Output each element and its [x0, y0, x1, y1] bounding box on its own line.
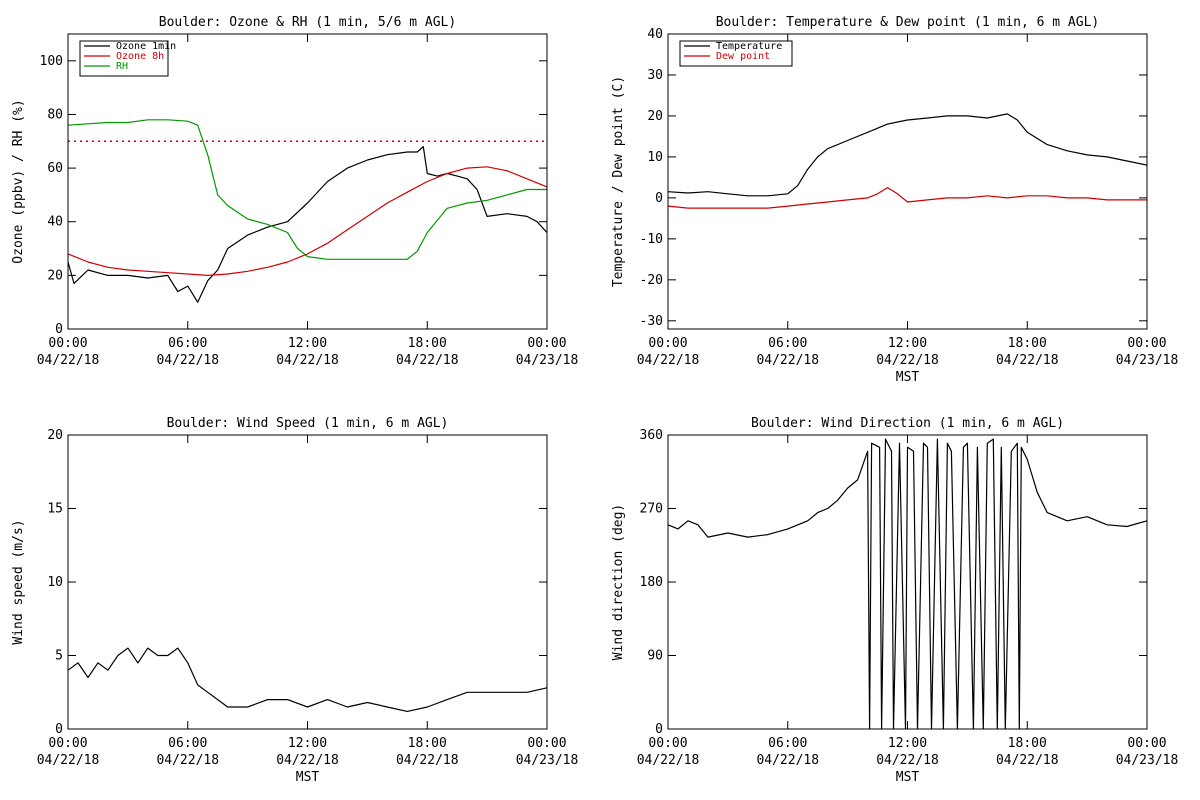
x-tick-date: 04/22/18: [396, 753, 459, 768]
x-tick-time: 00:00: [648, 736, 687, 751]
chart-title: Boulder: Wind Speed (1 min, 6 m AGL): [167, 416, 449, 431]
x-tick-time: 18:00: [1008, 736, 1047, 751]
x-axis-label: MST: [896, 370, 920, 385]
x-tick-date: 04/22/18: [396, 353, 459, 368]
x-tick-time: 06:00: [168, 736, 207, 751]
x-tick-date: 04/22/18: [876, 353, 939, 368]
x-tick-time: 00:00: [48, 736, 87, 751]
chart-title: Boulder: Wind Direction (1 min, 6 m AGL): [751, 416, 1064, 431]
y-tick-label: 90: [647, 649, 663, 664]
legend-label: Ozone 8h: [116, 51, 164, 62]
y-tick-label: 80: [47, 107, 63, 122]
y-tick-label: 40: [647, 27, 663, 42]
series-line-s0: [667, 438, 1148, 730]
y-tick-label: 0: [55, 722, 63, 737]
x-tick-date: 04/22/18: [756, 753, 819, 768]
x-tick-time: 18:00: [1008, 336, 1047, 351]
y-tick-label: 20: [47, 268, 63, 283]
legend-label: RH: [116, 61, 128, 72]
chart-temp_dew: Boulder: Temperature & Dew point (1 min,…: [611, 15, 1178, 385]
y-tick-label: 10: [47, 575, 63, 590]
y-tick-label: 60: [47, 161, 63, 176]
y-axis-label: Wind direction (deg): [611, 504, 626, 661]
series-line-ozone-1min: [67, 146, 548, 303]
chart-wind_speed: Boulder: Wind Speed (1 min, 6 m AGL) 0 5 10…: [11, 416, 578, 785]
series-line-s0: [67, 647, 548, 713]
x-tick-date: 04/22/18: [37, 353, 100, 368]
plot-frame: [67, 33, 548, 330]
y-axis-label: Wind speed (m/s): [11, 519, 26, 644]
x-tick-date: 04/22/18: [637, 353, 700, 368]
y-tick-label: 5: [55, 649, 63, 664]
series-line-rh: [67, 119, 547, 260]
x-tick-time: 00:00: [48, 336, 87, 351]
x-tick-date: 04/23/18: [516, 753, 579, 768]
x-tick-time: 00:00: [648, 336, 687, 351]
x-tick-time: 18:00: [408, 736, 447, 751]
x-tick-time: 00:00: [1127, 336, 1166, 351]
legend-box: [679, 40, 793, 67]
y-tick-label: 0: [655, 191, 663, 206]
x-tick-date: 04/22/18: [756, 353, 819, 368]
legend-label: Ozone 1min: [116, 41, 176, 52]
chart-title: Boulder: Ozone & RH (1 min, 5/6 m AGL): [159, 15, 456, 30]
y-tick-label: 360: [640, 428, 663, 443]
chart-ozone_rh: Boulder: Ozone & RH (1 min, 5/6 m AGL) 0 2…: [11, 15, 578, 368]
x-tick-date: 04/22/18: [996, 353, 1059, 368]
x-tick-time: 12:00: [888, 736, 927, 751]
x-tick-time: 18:00: [408, 336, 447, 351]
series-line-dew-point: [667, 187, 1147, 209]
y-tick-label: 20: [647, 109, 663, 124]
x-tick-date: 04/22/18: [156, 353, 219, 368]
y-tick-label: 20: [47, 428, 63, 443]
x-tick-date: 04/22/18: [276, 753, 339, 768]
x-tick-date: 04/23/18: [516, 353, 579, 368]
x-tick-date: 04/23/18: [1116, 753, 1179, 768]
y-tick-label: 30: [647, 68, 663, 83]
plot-frame: [667, 33, 1148, 330]
y-tick-label: 40: [47, 215, 63, 230]
x-tick-date: 04/22/18: [876, 753, 939, 768]
x-tick-time: 06:00: [768, 336, 807, 351]
chart-title: Boulder: Temperature & Dew point (1 min,…: [716, 15, 1100, 30]
legend-label: Dew point: [716, 51, 770, 62]
y-tick-label: 10: [647, 150, 663, 165]
x-tick-date: 04/22/18: [996, 753, 1059, 768]
series-line-temperature: [667, 113, 1148, 197]
x-tick-time: 12:00: [888, 336, 927, 351]
x-tick-time: 00:00: [1127, 736, 1166, 751]
x-tick-time: 00:00: [527, 736, 566, 751]
y-axis-label: Ozone (ppbv) / RH (%): [11, 99, 26, 263]
x-tick-time: 06:00: [168, 336, 207, 351]
x-axis-label: MST: [896, 770, 920, 785]
plot-frame: [67, 434, 548, 730]
chart-wind_dir: Boulder: Wind Direction (1 min, 6 m AGL)…: [611, 416, 1178, 785]
y-tick-label: 180: [640, 575, 663, 590]
y-tick-label: -30: [640, 314, 663, 329]
y-tick-label: -10: [640, 232, 663, 247]
legend-box: [79, 40, 169, 77]
y-tick-label: 15: [47, 502, 63, 517]
x-tick-time: 00:00: [527, 336, 566, 351]
x-tick-date: 04/22/18: [156, 753, 219, 768]
y-axis-label: Temperature / Dew point (C): [611, 76, 626, 287]
x-tick-date: 04/22/18: [276, 353, 339, 368]
x-tick-time: 06:00: [768, 736, 807, 751]
x-tick-date: 04/23/18: [1116, 353, 1179, 368]
y-tick-label: -20: [640, 273, 663, 288]
y-tick-label: 0: [55, 322, 63, 337]
y-tick-label: 100: [40, 54, 63, 69]
series-line-ozone-8h: [67, 166, 548, 276]
x-axis-label: MST: [296, 770, 320, 785]
y-tick-label: 0: [655, 722, 663, 737]
y-tick-label: 270: [640, 502, 663, 517]
x-tick-time: 12:00: [288, 736, 327, 751]
x-tick-date: 04/22/18: [37, 753, 100, 768]
x-tick-time: 12:00: [288, 336, 327, 351]
legend-label: Temperature: [716, 41, 782, 52]
x-tick-date: 04/22/18: [637, 753, 700, 768]
